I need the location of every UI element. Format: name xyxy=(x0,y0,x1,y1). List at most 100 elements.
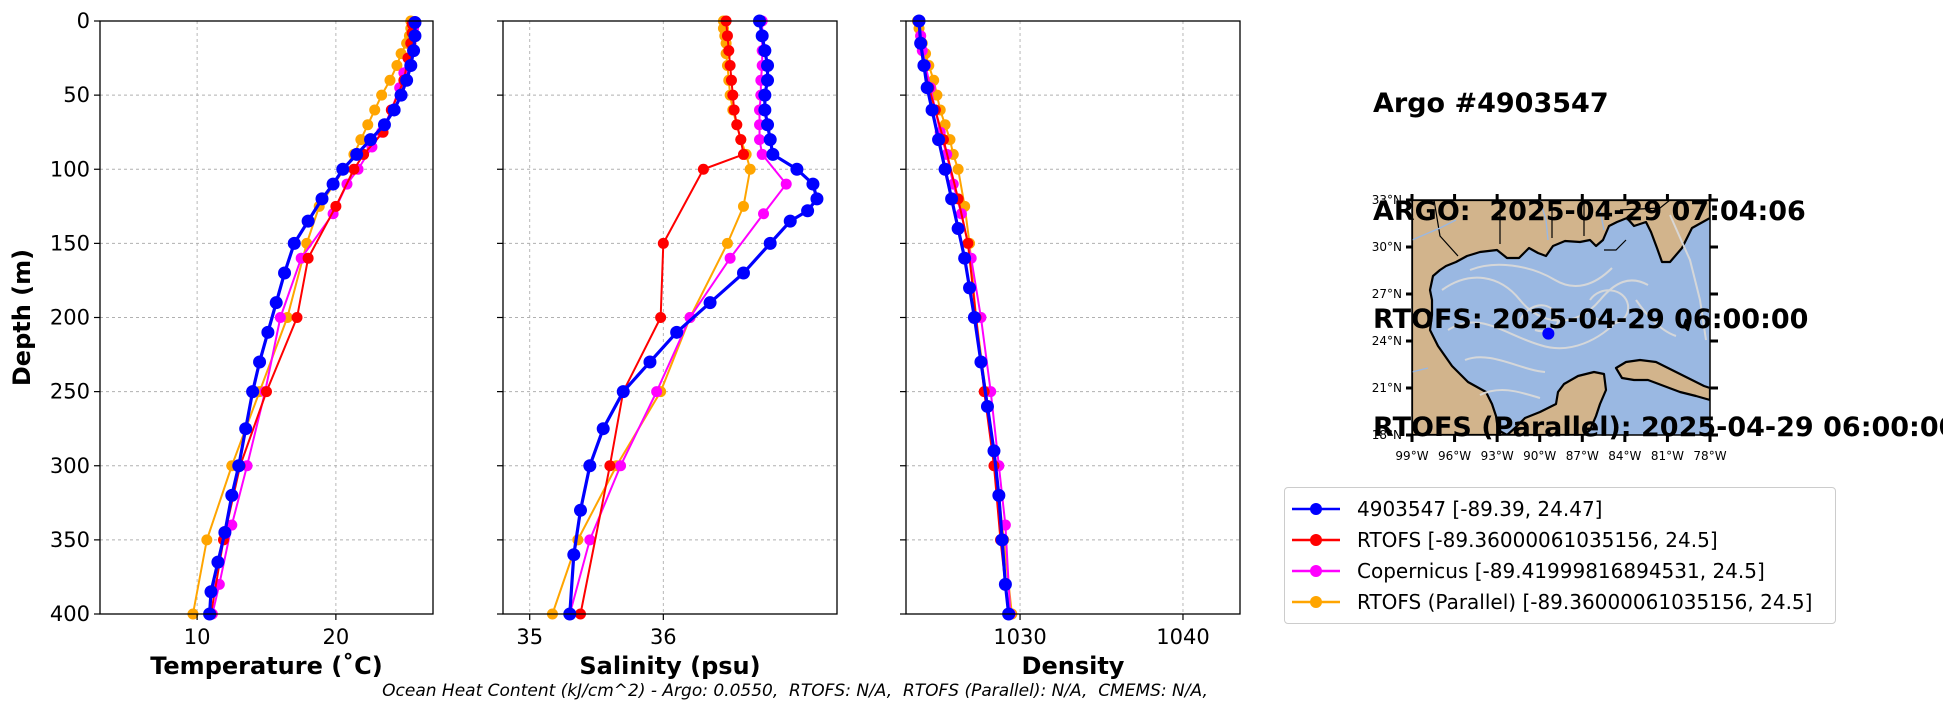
data-point-argo xyxy=(763,236,777,250)
data-point-argo xyxy=(790,162,804,176)
data-point-copernicus xyxy=(756,148,768,160)
data-point-argo xyxy=(920,81,934,95)
data-point-argo xyxy=(261,325,275,339)
map-streamlines xyxy=(1441,214,1707,399)
data-point-argo xyxy=(211,555,225,569)
data-point-rtofs_parallel xyxy=(369,104,381,116)
data-point-argo xyxy=(204,585,218,599)
map-lat-label: 21°N xyxy=(1372,381,1402,395)
data-point-argo xyxy=(761,73,775,87)
legend-label-copernicus: Copernicus [-89.41999816894531, 24.5] xyxy=(1357,558,1765,583)
data-point-argo xyxy=(801,204,815,218)
map-lon-label: 96°W xyxy=(1438,449,1471,463)
map-lat-label: 33°N xyxy=(1372,193,1402,207)
y-tick-label: 0 xyxy=(77,9,90,33)
data-point-rtofs xyxy=(724,59,736,71)
data-point-argo xyxy=(336,162,350,176)
map-rivers xyxy=(1412,200,1605,373)
data-point-argo xyxy=(992,488,1006,502)
profile-panels: 0 50 100 150 200 250 300 350 400 10 20 Temperature … xyxy=(8,9,1241,680)
data-point-argo xyxy=(643,355,657,369)
data-point-argo xyxy=(758,103,772,117)
data-point-argo xyxy=(407,44,421,58)
data-point-argo xyxy=(951,222,965,236)
data-point-rtofs xyxy=(737,148,749,160)
data-point-argo xyxy=(736,266,750,280)
title-line-rtofs-parallel-time: RTOFS (Parallel): 2025-04-29 06:00:00 xyxy=(1373,412,1943,443)
data-point-copernicus xyxy=(684,312,696,323)
data-point-argo xyxy=(938,162,952,176)
title-line-rtofs-time: RTOFS: 2025-04-29 06:00:00 xyxy=(1373,304,1809,335)
data-point-rtofs_parallel xyxy=(721,237,733,249)
data-point-argo xyxy=(301,214,315,228)
data-point-argo xyxy=(408,15,422,29)
y-tick-label: 50 xyxy=(63,83,90,107)
data-point-rtofs xyxy=(261,386,272,398)
legend-label-rtofs: RTOFS [-89.36000061035156, 24.5] xyxy=(1357,527,1718,552)
data-point-argo xyxy=(616,385,630,399)
temperature-profile: 0 50 100 150 200 250 300 350 400 10 20 Temperature … xyxy=(8,9,434,680)
x-tick-label: 10 xyxy=(184,625,211,649)
x-tick-label: 1030 xyxy=(993,625,1046,649)
data-point-copernicus xyxy=(754,134,766,146)
data-point-copernicus xyxy=(724,252,736,264)
data-point-rtofs xyxy=(721,30,733,42)
y-tick-label: 250 xyxy=(50,380,90,404)
map-lon-label: 99°W xyxy=(1395,449,1428,463)
data-point-rtofs_parallel xyxy=(391,59,403,71)
data-point-argo xyxy=(387,103,401,117)
data-point-rtofs xyxy=(604,460,616,472)
series-line-rtofs xyxy=(579,20,745,615)
data-point-argo xyxy=(914,36,928,50)
x-tick-label: 1040 xyxy=(1156,625,1209,649)
data-point-rtofs xyxy=(655,312,667,323)
data-point-argo xyxy=(703,296,717,310)
location-map xyxy=(1412,200,1710,435)
data-point-argo xyxy=(269,296,283,310)
y-tick-label: 150 xyxy=(50,231,90,255)
data-point-argo xyxy=(408,29,422,43)
map-lat-label: 27°N xyxy=(1372,287,1402,301)
grid-lines xyxy=(906,20,1240,615)
data-point-rtofs xyxy=(962,237,974,249)
series-argo xyxy=(912,14,1016,621)
data-point-rtofs xyxy=(330,200,342,212)
data-point-argo xyxy=(755,29,769,43)
map-frame xyxy=(1411,199,1711,436)
y-tick-label: 400 xyxy=(50,602,90,626)
data-point-rtofs_parallel xyxy=(952,163,964,175)
data-point-rtofs_parallel xyxy=(744,163,756,175)
data-point-argo xyxy=(287,236,301,250)
map-lon-label: 78°W xyxy=(1693,449,1726,463)
data-point-rtofs xyxy=(727,89,739,101)
data-point-copernicus xyxy=(615,460,627,472)
map-lat-label: 18°N xyxy=(1372,428,1402,442)
grid-lines xyxy=(503,20,837,615)
legend-item-copernicus: Copernicus [-89.41999816894531, 24.5] xyxy=(1285,555,1835,586)
ocean-heat-content-caption: Ocean Heat Content (kJ/cm^2) - Argo: 0.0… xyxy=(382,681,1208,701)
legend-swatch-copernicus xyxy=(1292,564,1340,577)
map-lat-label: 24°N xyxy=(1372,334,1402,348)
data-point-argo xyxy=(980,399,994,413)
title-line-argo-time: ARGO: 2025-04-29 07:04:06 xyxy=(1373,196,1806,227)
data-point-argo xyxy=(995,533,1009,547)
data-point-argo xyxy=(958,251,972,265)
map-borders xyxy=(1433,200,1671,257)
map-axes: 33°N 30°N 27°N 24°N 21°N 18°N 99°W 96°W 93°W 90°W… xyxy=(1372,193,1727,463)
y-tick-label: 300 xyxy=(50,454,90,478)
map-land xyxy=(1412,200,1710,435)
data-point-argo xyxy=(974,355,988,369)
data-point-copernicus xyxy=(651,386,663,398)
legend-item-argo: 4903547 [-89.39, 24.47] xyxy=(1285,493,1835,524)
data-point-rtofs_parallel xyxy=(376,89,388,101)
data-point-argo xyxy=(967,311,981,324)
data-point-argo xyxy=(670,325,684,339)
data-point-rtofs xyxy=(697,163,709,175)
data-point-rtofs xyxy=(723,45,735,57)
legend-swatch-rtofs-parallel xyxy=(1292,595,1340,608)
map-lon-label: 93°W xyxy=(1481,449,1514,463)
data-point-argo xyxy=(225,488,239,502)
data-point-argo xyxy=(567,548,581,562)
data-point-argo xyxy=(761,58,775,72)
